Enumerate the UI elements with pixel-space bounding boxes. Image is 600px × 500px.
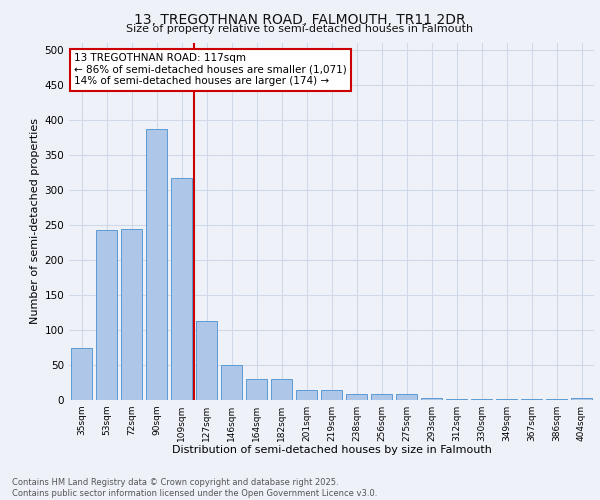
Bar — [346, 394, 367, 400]
Bar — [446, 398, 467, 400]
Bar — [371, 394, 392, 400]
Y-axis label: Number of semi-detached properties: Number of semi-detached properties — [30, 118, 40, 324]
Bar — [71, 348, 92, 400]
Text: 13 TREGOTHNAN ROAD: 117sqm
← 86% of semi-detached houses are smaller (1,071)
14%: 13 TREGOTHNAN ROAD: 117sqm ← 86% of semi… — [74, 53, 347, 86]
Bar — [421, 398, 442, 400]
Bar — [146, 128, 167, 400]
Bar — [246, 379, 267, 400]
Text: Contains HM Land Registry data © Crown copyright and database right 2025.
Contai: Contains HM Land Registry data © Crown c… — [12, 478, 377, 498]
Bar — [321, 390, 342, 400]
Bar — [571, 398, 592, 400]
X-axis label: Distribution of semi-detached houses by size in Falmouth: Distribution of semi-detached houses by … — [172, 446, 491, 456]
Text: 13, TREGOTHNAN ROAD, FALMOUTH, TR11 2DR: 13, TREGOTHNAN ROAD, FALMOUTH, TR11 2DR — [134, 12, 466, 26]
Bar — [96, 230, 117, 400]
Bar — [271, 379, 292, 400]
Bar — [496, 398, 517, 400]
Bar — [296, 390, 317, 400]
Bar — [396, 394, 417, 400]
Bar — [121, 229, 142, 400]
Bar — [196, 321, 217, 400]
Bar — [221, 365, 242, 400]
Text: Size of property relative to semi-detached houses in Falmouth: Size of property relative to semi-detach… — [127, 24, 473, 34]
Bar — [471, 398, 492, 400]
Bar — [171, 178, 192, 400]
